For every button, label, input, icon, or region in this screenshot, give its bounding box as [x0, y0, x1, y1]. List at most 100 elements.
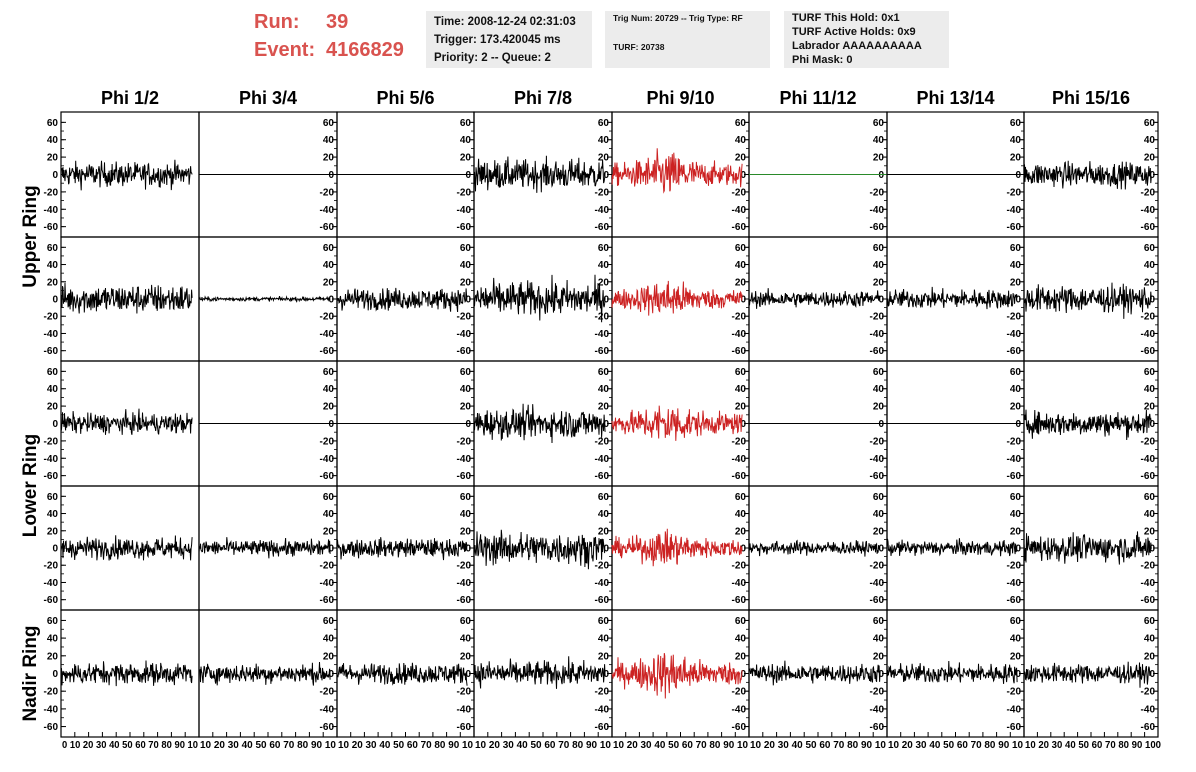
- x-tick-label-row: 0 10 20 30 40 50 60 70 80 90 10: [62, 740, 198, 751]
- y-tick-label: 20: [47, 402, 59, 413]
- turf-active-holds-line: TURF Active Holds: 0x9: [792, 26, 916, 38]
- y-tick-label: 20: [735, 651, 747, 662]
- y-tick-label: 40: [1010, 135, 1022, 146]
- y-tick-label: -40: [595, 704, 610, 715]
- column-header: Phi 11/12: [779, 88, 856, 108]
- y-tick-label: 40: [1010, 634, 1022, 645]
- waveform-trace: [473, 274, 606, 323]
- y-tick-label: 60: [323, 243, 335, 254]
- y-tick-label: -60: [1007, 595, 1022, 606]
- y-tick-label: -40: [1141, 205, 1156, 216]
- y-tick-label: -40: [1141, 704, 1156, 715]
- waveform-trace: [60, 660, 193, 687]
- y-tick-label: 60: [735, 367, 747, 378]
- y-tick-label: -40: [320, 205, 335, 216]
- y-tick-label: 40: [735, 135, 747, 146]
- y-tick-label: -60: [595, 595, 610, 606]
- y-tick-label: -20: [44, 312, 59, 323]
- y-tick-label: 40: [47, 135, 59, 146]
- y-tick-label: -60: [320, 471, 335, 482]
- y-tick-label: 60: [460, 243, 472, 254]
- y-tick-label: 20: [873, 526, 885, 537]
- y-tick-label: 60: [873, 492, 885, 503]
- y-tick-label: 0: [878, 419, 884, 430]
- column-header: Phi 9/10: [646, 88, 714, 108]
- y-tick-label: 60: [735, 243, 747, 254]
- y-tick-label: -60: [870, 346, 885, 357]
- y-tick-label: 40: [460, 634, 472, 645]
- y-tick-label: -40: [457, 578, 472, 589]
- y-tick-label: 20: [735, 277, 747, 288]
- y-tick-label: -20: [732, 561, 747, 572]
- y-tick-label: -40: [320, 329, 335, 340]
- waveform-trace: [198, 661, 331, 686]
- y-tick-label: -60: [1007, 471, 1022, 482]
- y-tick-label: 60: [323, 118, 335, 129]
- y-tick-label: -20: [870, 312, 885, 323]
- x-tick-label-row: 10 20 30 40 50 60 70 80 90 10: [888, 740, 1023, 751]
- event-value: 4166829: [326, 39, 404, 61]
- y-tick-label: -40: [870, 704, 885, 715]
- y-tick-label: -40: [320, 454, 335, 465]
- y-tick-label: 0: [603, 295, 609, 306]
- y-tick-label: -60: [44, 722, 59, 733]
- y-tick-label: -20: [457, 312, 472, 323]
- y-tick-label: -60: [870, 222, 885, 233]
- run-event-header: Run: 39 Event: 4166829: [254, 8, 404, 64]
- y-tick-label: 60: [323, 492, 335, 503]
- y-tick-label: 20: [47, 651, 59, 662]
- y-tick-label: -60: [1007, 722, 1022, 733]
- y-tick-label: -60: [320, 595, 335, 606]
- y-tick-label: 0: [328, 170, 334, 181]
- waveform-trace: [336, 537, 468, 561]
- y-tick-label: 20: [1010, 526, 1022, 537]
- y-tick-label: 40: [735, 509, 747, 520]
- y-tick-label: 40: [323, 260, 335, 271]
- y-tick-label: 20: [598, 526, 610, 537]
- y-tick-label: 20: [1144, 526, 1156, 537]
- y-tick-label: -40: [595, 454, 610, 465]
- y-tick-label: -60: [320, 222, 335, 233]
- y-tick-label: 60: [1144, 243, 1156, 254]
- y-tick-label: 60: [1010, 367, 1022, 378]
- y-tick-label: 0: [1015, 669, 1021, 680]
- y-tick-label: -40: [870, 578, 885, 589]
- y-tick-label: 0: [740, 170, 746, 181]
- y-tick-label: 60: [1010, 492, 1022, 503]
- y-tick-label: 0: [878, 669, 884, 680]
- waveform-trace: [1023, 531, 1152, 565]
- y-tick-label: -40: [732, 329, 747, 340]
- y-tick-label: 20: [1144, 277, 1156, 288]
- y-tick-label: 40: [1010, 509, 1022, 520]
- y-tick-label: 0: [1015, 419, 1021, 430]
- trig-num-line: Trig Num: 20729 -- Trig Type: RF: [613, 13, 743, 23]
- y-tick-label: 0: [603, 419, 609, 430]
- y-tick-label: 60: [47, 616, 59, 627]
- y-tick-label: -20: [732, 187, 747, 198]
- y-tick-label: 20: [1144, 651, 1156, 662]
- y-tick-label: 20: [460, 402, 472, 413]
- y-tick-label: 60: [47, 367, 59, 378]
- y-tick-label: -40: [457, 205, 472, 216]
- ring-label: Lower Ring: [20, 434, 41, 537]
- y-tick-label: 40: [1144, 634, 1156, 645]
- turf-hold-line: TURF This Hold: 0x1: [792, 12, 900, 24]
- y-tick-label: -20: [732, 312, 747, 323]
- y-tick-label: 40: [323, 384, 335, 395]
- y-tick-label: -40: [44, 578, 59, 589]
- y-tick-label: 40: [735, 384, 747, 395]
- y-tick-label: -60: [870, 722, 885, 733]
- column-header: Phi 5/6: [376, 88, 434, 108]
- waveform-trace: [60, 408, 193, 435]
- y-tick-label: -60: [595, 222, 610, 233]
- y-tick-label: 0: [1015, 170, 1021, 181]
- y-tick-label: 40: [47, 260, 59, 271]
- y-tick-label: 60: [460, 492, 472, 503]
